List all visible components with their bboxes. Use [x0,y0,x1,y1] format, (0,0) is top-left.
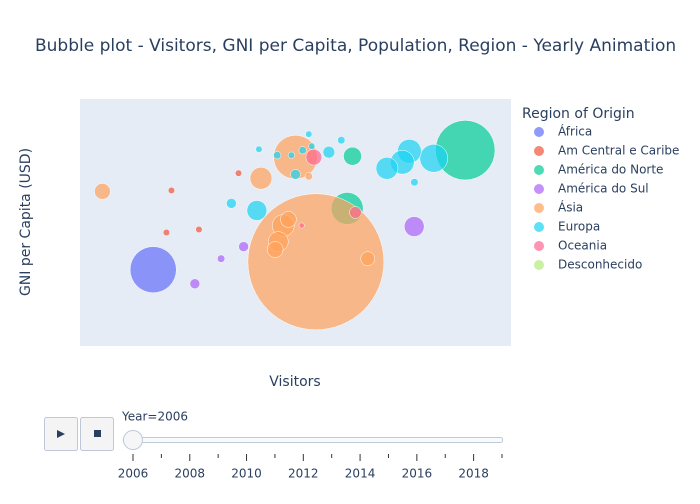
legend-label: África [558,124,592,139]
bubble [129,246,177,294]
bubble [287,151,295,159]
slider-tick-label: 2014 [345,467,376,481]
legend-marker [534,222,544,232]
bubble [189,278,201,290]
bubble [305,148,323,166]
legend-label: América do Sul [558,182,649,196]
legend-label: Desconhecido [558,258,642,272]
slider-tick-label: 2016 [402,467,433,481]
slider-tick-label: 2008 [174,467,205,481]
stop-icon[interactable] [94,430,101,437]
bubble [246,200,268,221]
legend-marker [534,184,544,194]
bubble [403,216,425,237]
legend-label: América do Norte [558,163,663,177]
slider-handle[interactable] [123,430,143,450]
bubble [195,225,203,234]
chart-title: Bubble plot - Visitors, GNI per Capita, … [35,36,676,56]
legend-marker [534,203,544,213]
slider-rail[interactable] [131,437,503,443]
legend-label: Europa [558,220,600,234]
bubble [217,254,226,263]
bubble [238,241,249,252]
bubble [280,211,297,228]
legend-marker [534,146,544,156]
bubble [343,146,362,166]
bubble [419,144,449,173]
slider-tick-label: 2010 [231,467,262,481]
bubble [94,183,111,200]
bubble [255,145,263,153]
bubble [162,228,170,237]
bubble [337,136,346,145]
bubble [322,145,336,159]
bubble [304,172,313,181]
slider-tick-label: 2018 [458,467,489,481]
legend-marker [534,127,544,137]
bubble [349,206,362,219]
x-axis-title: Visitors [269,374,320,390]
bubble [167,186,175,194]
legend-marker [534,260,544,270]
bubble [249,167,273,190]
bubble [235,169,243,177]
legend-title: Region of Origin [522,106,635,122]
bubble [375,157,399,180]
bubble [273,151,282,160]
bubble [298,146,307,155]
legend-marker [534,165,544,175]
slider-tick-label: 2006 [118,467,149,481]
bubble [266,241,284,258]
bubble [290,169,301,180]
slider-tick-label: 2012 [288,467,319,481]
bubble [410,178,419,187]
slider-current: Year=2006 [121,410,188,424]
bubble [360,251,376,266]
legend-marker [534,241,544,251]
bubble [298,222,305,229]
legend-label: Ásia [558,200,583,215]
legend-label: Oceania [558,239,607,253]
bubble [305,130,313,138]
bubble [226,198,237,209]
bubble [308,142,316,150]
y-axis-title: GNI per Capita (USD) [18,148,34,296]
legend-label: Am Central e Caribe [558,144,679,158]
play-icon[interactable] [57,430,65,438]
